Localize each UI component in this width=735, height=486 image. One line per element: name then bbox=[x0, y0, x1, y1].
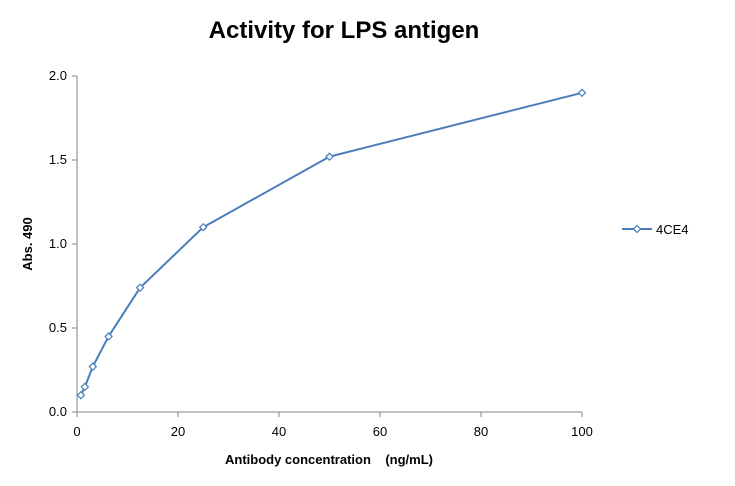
data-point bbox=[80, 382, 90, 392]
data-point bbox=[135, 283, 145, 293]
y-axis-ticks: 0.0 0.5 1.0 1.5 2.0 bbox=[49, 68, 77, 419]
x-tick-label: 0 bbox=[73, 424, 80, 439]
data-point bbox=[88, 362, 98, 371]
x-tick-label: 40 bbox=[272, 424, 286, 439]
chart-title: Activity for LPS antigen bbox=[209, 17, 480, 44]
y-tick-label: 2.0 bbox=[49, 68, 67, 83]
legend-label: 4CE4 bbox=[656, 222, 689, 237]
plot-area: 0.0 0.5 1.0 1.5 2.0 0 20 40 60 80 100 bbox=[49, 68, 593, 439]
data-point bbox=[76, 390, 86, 400]
data-point bbox=[104, 332, 113, 341]
x-axis-ticks: 0 20 40 60 80 100 bbox=[73, 412, 593, 439]
data-point bbox=[198, 222, 208, 232]
y-tick-label: 1.5 bbox=[49, 152, 67, 167]
series-line bbox=[80, 91, 583, 396]
y-tick-label: 0.5 bbox=[49, 320, 67, 335]
x-axis-title: Antibody concentration (ng/mL) bbox=[225, 452, 433, 467]
x-tick-label: 20 bbox=[171, 424, 185, 439]
data-point bbox=[325, 152, 334, 161]
y-tick-label: 0.0 bbox=[49, 404, 67, 419]
y-axis-title: Abs. 490 bbox=[20, 217, 35, 270]
legend-marker bbox=[632, 224, 642, 234]
x-tick-label: 80 bbox=[474, 424, 488, 439]
data-point bbox=[577, 88, 587, 98]
y-tick-label: 1.0 bbox=[49, 236, 67, 251]
legend: 4CE4 bbox=[622, 222, 689, 237]
x-tick-label: 100 bbox=[571, 424, 593, 439]
series-layer bbox=[76, 88, 587, 400]
x-tick-label: 60 bbox=[373, 424, 387, 439]
